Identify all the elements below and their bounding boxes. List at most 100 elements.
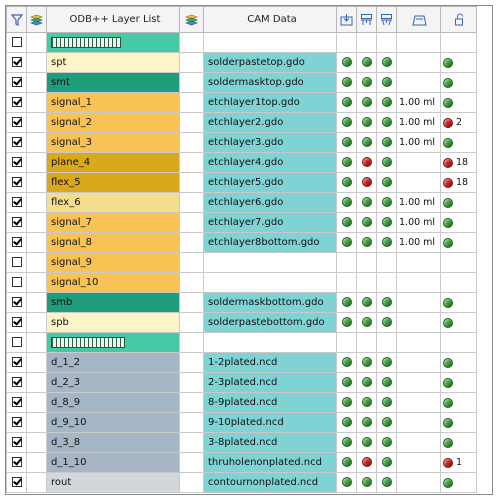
row-checkbox-cell[interactable] bbox=[6, 392, 27, 413]
export-column-header[interactable] bbox=[336, 6, 357, 33]
row-checkbox-cell[interactable] bbox=[6, 132, 27, 153]
match-column-header[interactable] bbox=[356, 6, 377, 33]
layer-name-cell[interactable]: d_8_9 bbox=[46, 392, 180, 413]
cam-file-cell[interactable]: etchlayer6.gdo bbox=[203, 192, 337, 213]
row-checkbox-cell[interactable] bbox=[6, 52, 27, 73]
row-checkbox[interactable] bbox=[11, 257, 22, 267]
cam-file-cell[interactable]: 9-10plated.ncd bbox=[203, 412, 337, 433]
row-checkbox[interactable] bbox=[11, 197, 22, 207]
layer-row[interactable]: plane_4 etchlayer4.gdo 18 bbox=[6, 152, 477, 173]
row-checkbox-cell[interactable] bbox=[6, 112, 27, 133]
row-checkbox-cell[interactable] bbox=[6, 232, 27, 253]
layer-row[interactable]: signal_7 etchlayer7.gdo 1.00 ml bbox=[6, 212, 477, 233]
row-checkbox[interactable] bbox=[11, 297, 22, 307]
layer-name-cell[interactable]: signal_9 bbox=[46, 252, 180, 273]
row-checkbox[interactable] bbox=[11, 397, 22, 407]
stack-toggle-header[interactable] bbox=[179, 6, 204, 33]
layer-name-cell[interactable]: signal_8 bbox=[46, 232, 180, 253]
row-checkbox[interactable] bbox=[11, 277, 22, 287]
row-checkbox-cell[interactable] bbox=[6, 172, 27, 193]
layer-row[interactable]: d_9_10 9-10plated.ncd bbox=[6, 412, 477, 433]
row-checkbox[interactable] bbox=[11, 97, 22, 107]
layer-name-cell[interactable]: d_1_10 bbox=[46, 452, 180, 473]
row-checkbox-cell[interactable] bbox=[6, 272, 27, 293]
cam-file-cell[interactable] bbox=[203, 252, 337, 273]
row-checkbox[interactable] bbox=[11, 477, 22, 487]
row-checkbox-cell[interactable] bbox=[6, 152, 27, 173]
layer-name-cell[interactable]: signal_2 bbox=[46, 112, 180, 133]
layer-row[interactable]: signal_1 etchlayer1top.gdo 1.00 ml bbox=[6, 92, 477, 113]
layer-name-cell[interactable]: signal_1 bbox=[46, 92, 180, 113]
cam-file-cell[interactable]: 2-3plated.ncd bbox=[203, 372, 337, 393]
layer-name-cell[interactable]: d_3_8 bbox=[46, 432, 180, 453]
row-checkbox-cell[interactable] bbox=[6, 92, 27, 113]
layer-row[interactable]: d_8_9 8-9plated.ncd bbox=[6, 392, 477, 413]
cam-file-cell[interactable]: 1-2plated.ncd bbox=[203, 352, 337, 373]
layer-stack-column-header[interactable] bbox=[26, 6, 47, 33]
thickness-column-header[interactable] bbox=[396, 6, 441, 33]
row-checkbox-cell[interactable] bbox=[6, 452, 27, 473]
cam-file-cell[interactable]: soldermaskbottom.gdo bbox=[203, 292, 337, 313]
row-checkbox[interactable] bbox=[11, 37, 22, 47]
layer-row[interactable]: rout contournonplated.ncd bbox=[6, 472, 477, 493]
row-checkbox[interactable] bbox=[11, 377, 22, 387]
layer-name-cell[interactable]: d_2_3 bbox=[46, 372, 180, 393]
layer-row[interactable]: d_3_8 3-8plated.ncd bbox=[6, 432, 477, 453]
row-checkbox[interactable] bbox=[11, 77, 22, 87]
layer-row[interactable]: d_2_3 2-3plated.ncd bbox=[6, 372, 477, 393]
row-checkbox[interactable] bbox=[11, 137, 22, 147]
row-checkbox[interactable] bbox=[11, 337, 22, 347]
layer-row[interactable] bbox=[6, 32, 477, 53]
cam-file-cell[interactable]: etchlayer1top.gdo bbox=[203, 92, 337, 113]
row-checkbox[interactable] bbox=[11, 357, 22, 367]
row-checkbox-cell[interactable] bbox=[6, 472, 27, 493]
layer-name-cell[interactable]: spb bbox=[46, 312, 180, 333]
layer-row[interactable]: signal_9 bbox=[6, 252, 477, 273]
layer-row[interactable] bbox=[6, 332, 477, 353]
cam-file-cell[interactable]: solderpastebottom.gdo bbox=[203, 312, 337, 333]
layer-name-cell[interactable]: signal_3 bbox=[46, 132, 180, 153]
cam-file-cell[interactable]: 8-9plated.ncd bbox=[203, 392, 337, 413]
cam-file-cell[interactable]: thruholenonplated.ncd bbox=[203, 452, 337, 473]
match-alt-column-header[interactable] bbox=[376, 6, 397, 33]
row-checkbox[interactable] bbox=[11, 57, 22, 67]
cam-file-cell[interactable]: soldermasktop.gdo bbox=[203, 72, 337, 93]
layer-row[interactable]: signal_2 etchlayer2.gdo 1.00 ml 2 bbox=[6, 112, 477, 133]
row-checkbox[interactable] bbox=[11, 417, 22, 427]
row-checkbox[interactable] bbox=[11, 117, 22, 127]
cam-file-cell[interactable]: etchlayer3.gdo bbox=[203, 132, 337, 153]
row-checkbox[interactable] bbox=[11, 237, 22, 247]
cam-file-cell[interactable] bbox=[203, 272, 337, 293]
row-checkbox[interactable] bbox=[11, 437, 22, 447]
layer-row[interactable]: signal_3 etchlayer3.gdo 1.00 ml bbox=[6, 132, 477, 153]
lock-column-header[interactable] bbox=[440, 6, 477, 33]
row-checkbox-cell[interactable] bbox=[6, 412, 27, 433]
layer-name-cell[interactable]: signal_10 bbox=[46, 272, 180, 293]
row-checkbox-cell[interactable] bbox=[6, 72, 27, 93]
row-checkbox[interactable] bbox=[11, 457, 22, 467]
layer-name-cell[interactable] bbox=[46, 332, 180, 353]
layer-name-cell[interactable]: spt bbox=[46, 52, 180, 73]
row-checkbox[interactable] bbox=[11, 317, 22, 327]
cam-file-cell[interactable]: etchlayer5.gdo bbox=[203, 172, 337, 193]
layer-row[interactable]: spb solderpastebottom.gdo bbox=[6, 312, 477, 333]
layer-name-cell[interactable]: rout bbox=[46, 472, 180, 493]
layer-name-cell[interactable]: d_1_2 bbox=[46, 352, 180, 373]
cam-file-cell[interactable]: etchlayer8bottom.gdo bbox=[203, 232, 337, 253]
cam-file-cell[interactable]: solderpastetop.gdo bbox=[203, 52, 337, 73]
row-checkbox-cell[interactable] bbox=[6, 292, 27, 313]
cam-file-cell[interactable]: etchlayer4.gdo bbox=[203, 152, 337, 173]
layer-row[interactable]: signal_10 bbox=[6, 272, 477, 293]
layer-row[interactable]: smb soldermaskbottom.gdo bbox=[6, 292, 477, 313]
cam-file-cell[interactable]: etchlayer7.gdo bbox=[203, 212, 337, 233]
layer-row[interactable]: smt soldermasktop.gdo bbox=[6, 72, 477, 93]
row-checkbox[interactable] bbox=[11, 177, 22, 187]
row-checkbox-cell[interactable] bbox=[6, 212, 27, 233]
row-checkbox-cell[interactable] bbox=[6, 252, 27, 273]
layer-name-cell[interactable]: smt bbox=[46, 72, 180, 93]
layer-row[interactable]: d_1_10 thruholenonplated.ncd 1 bbox=[6, 452, 477, 473]
layer-row[interactable]: spt solderpastetop.gdo bbox=[6, 52, 477, 73]
layer-row[interactable]: d_1_2 1-2plated.ncd bbox=[6, 352, 477, 373]
layer-name-cell[interactable]: d_9_10 bbox=[46, 412, 180, 433]
layer-name-cell[interactable]: flex_5 bbox=[46, 172, 180, 193]
